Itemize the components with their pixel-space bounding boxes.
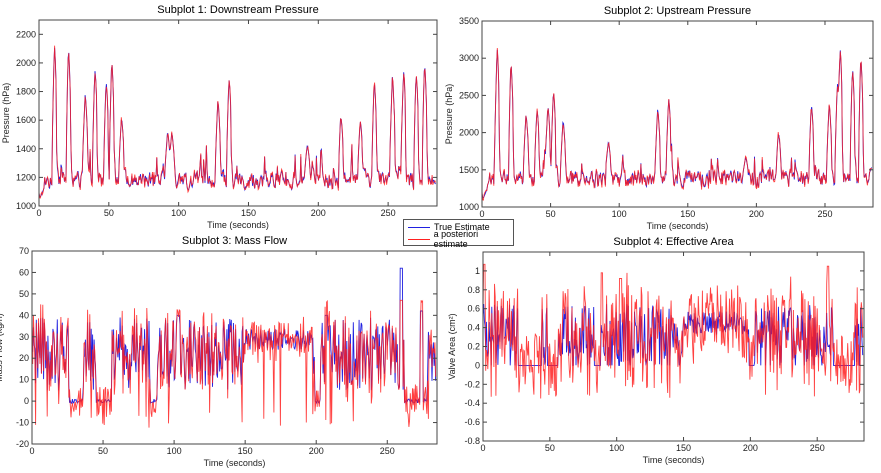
x-tick-label: 150 [680, 209, 695, 219]
y-tick-label: 1 [475, 266, 480, 276]
series-line-a-posteriori-estimate [32, 299, 437, 428]
subplot-4: Subplot 4: Effective Area 0 50 100 150 200 250… [447, 236, 865, 465]
y-tick-label: 0.4 [467, 323, 480, 333]
series-line-a-posteriori-estimate [483, 263, 864, 399]
axes-frame [481, 20, 874, 208]
y-tick-label: 1500 [459, 165, 479, 175]
x-tick-label: 250 [380, 446, 395, 456]
x-tick-label: 150 [238, 446, 253, 456]
subplot-2: Subplot 2: Upstream Pressure 0 50 100 150 200… [444, 5, 874, 231]
legend-entry-true: True Estimate [404, 221, 490, 233]
x-tick-label: 100 [612, 209, 627, 219]
y-tick-label: 20 [19, 353, 29, 363]
y-tick-label: 0.8 [467, 285, 480, 295]
y-tick-label: 70 [19, 246, 29, 256]
y-tick-label: 1800 [16, 87, 36, 97]
y-tick-label: 1600 [16, 115, 36, 125]
x-axis-label: Time (seconds) [647, 221, 709, 231]
x-tick-label: 150 [241, 208, 256, 218]
y-tick-label: 0 [475, 360, 480, 370]
series-line-a-posteriori-estimate [39, 45, 437, 199]
x-tick-label: 50 [104, 208, 114, 218]
x-tick-label: 100 [167, 446, 182, 456]
y-tick-label: 1200 [16, 172, 36, 182]
x-tick-label: 200 [309, 446, 324, 456]
x-tick-label: 0 [480, 443, 485, 453]
y-tick-label: 50 [19, 289, 29, 299]
y-axis-label: Valve Area (cm²) [447, 313, 457, 379]
y-tick-label: -0.6 [464, 417, 480, 427]
y-tick-label: -20 [16, 439, 29, 449]
legend-line-posteriori [408, 238, 430, 240]
y-tick-label: 1000 [459, 202, 479, 212]
y-tick-label: 0.2 [467, 342, 480, 352]
legend-line-true [408, 226, 430, 228]
subplot-title: Subplot 1: Downstream Pressure [157, 4, 318, 16]
y-tick-label: 2500 [459, 90, 479, 100]
y-tick-label: -0.4 [464, 398, 480, 408]
subplot-1: Subplot 1: Downstream Pressure 0 50 100 150 2… [1, 4, 438, 230]
legend-entry-posteriori: a posteriori estimate [404, 229, 513, 249]
x-tick-label: 100 [171, 208, 186, 218]
x-tick-label: 50 [545, 443, 555, 453]
y-tick-label: -10 [16, 418, 29, 428]
y-tick-label: 3000 [459, 53, 479, 63]
x-tick-label: 250 [817, 209, 832, 219]
y-tick-label: 2000 [459, 128, 479, 138]
x-tick-label: 150 [676, 443, 691, 453]
x-axis-label: Time (seconds) [207, 220, 269, 230]
y-tick-label: 2000 [16, 58, 36, 68]
y-tick-label: 1400 [16, 144, 36, 154]
y-tick-label: 40 [19, 310, 29, 320]
legend-label-posteriori: a posteriori estimate [433, 229, 479, 249]
x-tick-label: 200 [743, 443, 758, 453]
y-axis-label: Pressure (hPa) [444, 84, 454, 145]
y-tick-label: 60 [19, 267, 29, 277]
y-tick-label: 0 [24, 396, 29, 406]
x-tick-label: 0 [479, 209, 484, 219]
legend: True Estimate a posteriori estimate [403, 219, 514, 249]
x-axis-label: Time (seconds) [643, 455, 705, 465]
y-tick-label: 2200 [16, 29, 36, 39]
legend-label-true: True Estimate [434, 222, 490, 232]
y-tick-label: -0.8 [464, 436, 480, 446]
y-tick-label: 3500 [459, 16, 479, 26]
y-tick-label: 10 [19, 375, 29, 385]
y-tick-label: 1000 [16, 201, 36, 211]
subplot-title: Subplot 3: Mass Flow [182, 235, 287, 247]
x-tick-label: 250 [810, 443, 825, 453]
y-tick-label: 30 [19, 332, 29, 342]
x-tick-label: 50 [546, 209, 556, 219]
axes-frame [31, 250, 438, 445]
subplot-title: Subplot 2: Upstream Pressure [604, 5, 751, 17]
y-tick-label: -0.2 [464, 379, 480, 389]
x-tick-label: 100 [609, 443, 624, 453]
series-line-a-posteriori-estimate [482, 47, 872, 201]
x-tick-label: 0 [29, 446, 34, 456]
x-tick-label: 250 [381, 208, 396, 218]
subplot-title: Subplot 4: Effective Area [613, 236, 734, 248]
x-tick-label: 200 [749, 209, 764, 219]
y-tick-label: 0.6 [467, 304, 480, 314]
x-tick-label: 50 [98, 446, 108, 456]
x-tick-label: 0 [36, 208, 41, 218]
x-tick-label: 200 [311, 208, 326, 218]
y-axis-label: Pressure (hPa) [1, 83, 11, 144]
axes-frame [38, 19, 438, 207]
x-axis-label: Time (seconds) [204, 458, 266, 468]
y-axis-label: Mass Flow (kg/h) [0, 313, 4, 382]
